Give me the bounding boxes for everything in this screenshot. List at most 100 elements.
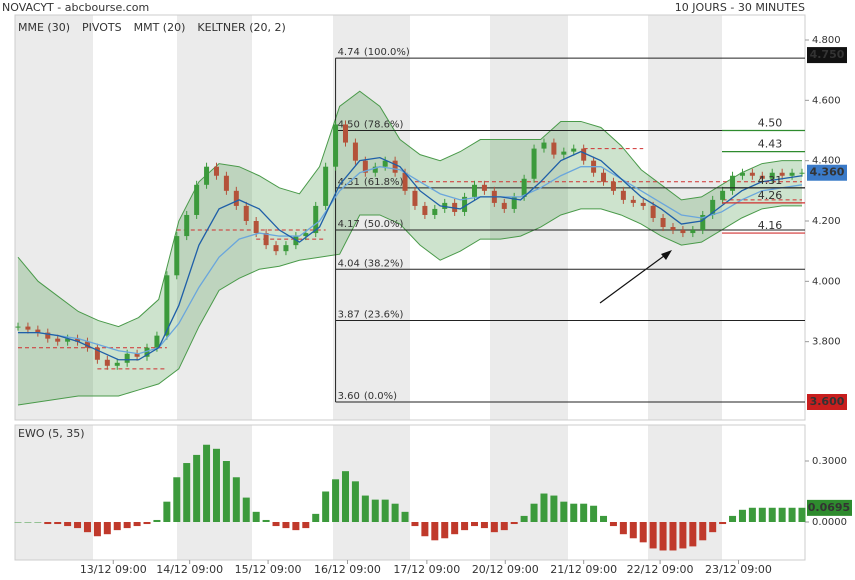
ewo-bar	[659, 522, 667, 551]
ewo-bar	[212, 448, 220, 522]
candle	[452, 202, 458, 212]
ewo-bar	[302, 522, 310, 529]
fib-pct: (50.0%)	[364, 219, 404, 230]
ewo-bar	[232, 477, 240, 522]
ewo-bar	[431, 522, 439, 541]
ewo-bar	[103, 522, 111, 535]
value-box-label: 4.360	[810, 166, 845, 179]
ewo-tick-label: 0.3000	[812, 456, 847, 467]
candle	[769, 172, 775, 179]
ewo-bar	[74, 522, 82, 529]
candle	[303, 233, 309, 237]
day-band	[490, 425, 568, 560]
x-tick-label: 21/12 09:00	[550, 563, 617, 576]
ewo-bar	[371, 499, 379, 522]
x-tick-label: 22/12 09:00	[627, 563, 694, 576]
candle	[25, 326, 31, 330]
ewo-bar	[719, 522, 727, 525]
ewo-bar	[113, 522, 121, 531]
value-box	[807, 47, 847, 64]
candle	[204, 166, 210, 185]
candle	[55, 338, 61, 342]
candle	[342, 124, 348, 143]
candle	[601, 172, 607, 182]
ewo-bar	[322, 491, 330, 522]
ewo-bar	[123, 522, 131, 529]
ewo-bar	[332, 479, 340, 522]
ewo-bar	[639, 522, 647, 543]
day-band	[333, 15, 410, 420]
value-box-label: 4.750	[810, 48, 845, 61]
candle	[362, 160, 368, 173]
ewo-bar	[242, 497, 250, 522]
candle	[402, 172, 408, 191]
ewo-bar	[768, 507, 776, 522]
ewo-bar	[560, 501, 568, 522]
ewo-bar	[391, 503, 399, 522]
x-tick-label: 17/12 09:00	[393, 563, 460, 576]
ewo-legend: EWO (5, 35)	[18, 427, 85, 440]
fib-pct: (38.2%)	[364, 258, 404, 269]
ewo-bar	[193, 454, 201, 522]
candle	[610, 181, 616, 191]
fib-pct: (61.8%)	[364, 177, 404, 188]
legend-entry: MMT (20)	[134, 21, 186, 34]
ewo-bar	[798, 507, 806, 522]
level-label: 4.26	[758, 189, 783, 202]
candle	[551, 142, 557, 155]
day-band	[15, 15, 93, 420]
y-tick-label: 4.200	[812, 216, 841, 227]
ewo-bar	[292, 522, 300, 531]
ewo-bar	[351, 481, 359, 522]
candle	[194, 184, 200, 215]
fib-pct: (23.6%)	[364, 310, 404, 321]
candle	[104, 359, 110, 366]
ewo-bar	[272, 522, 280, 527]
x-tick-label: 13/12 09:00	[80, 563, 147, 576]
candle	[323, 166, 329, 206]
candle	[531, 148, 537, 179]
moving-average	[18, 166, 803, 355]
day-bands	[15, 15, 722, 560]
level-label: 4.50	[758, 117, 783, 130]
arrow-head	[661, 250, 672, 260]
ewo-bar	[788, 507, 796, 522]
candle	[759, 175, 765, 179]
fib-price: 4.04	[338, 258, 360, 269]
ewo-bar	[649, 522, 657, 549]
candle	[253, 221, 259, 234]
candle	[35, 329, 41, 333]
legend-entry: PIVOTS	[82, 21, 122, 34]
candle	[392, 160, 398, 173]
fib-price: 3.87	[338, 310, 360, 321]
ewo-bar	[461, 522, 469, 531]
keltner-upper	[17, 90, 802, 328]
candle	[273, 245, 279, 252]
ewo-bar	[480, 522, 488, 529]
day-band	[648, 15, 722, 420]
chart-subtitle: 10 JOURS - 30 MINUTES	[675, 1, 805, 14]
chart-title: NOVACYT - abcbourse.com	[2, 1, 149, 14]
ewo-bar	[282, 522, 290, 529]
ewo-bar	[609, 522, 617, 527]
ewo-bar	[14, 522, 22, 523]
candle	[779, 172, 785, 176]
ewo-bar	[570, 503, 578, 522]
level-label: 4.31	[758, 174, 783, 187]
candle	[352, 142, 358, 161]
ewo-bar	[530, 503, 538, 522]
x-tick-label: 15/12 09:00	[235, 563, 302, 576]
candle	[213, 166, 219, 176]
value-box	[807, 164, 847, 181]
ewo-bar	[93, 522, 101, 537]
ewo-bar	[381, 499, 389, 522]
ewo-bar	[619, 522, 627, 535]
ewo-bar	[689, 522, 697, 547]
moving-average	[18, 150, 803, 361]
ewo-bar	[540, 493, 548, 522]
ewo-bar	[252, 511, 260, 522]
candle	[462, 196, 468, 212]
ewo-bar	[83, 522, 91, 533]
candle	[432, 208, 438, 215]
ewo-bar	[411, 522, 419, 527]
